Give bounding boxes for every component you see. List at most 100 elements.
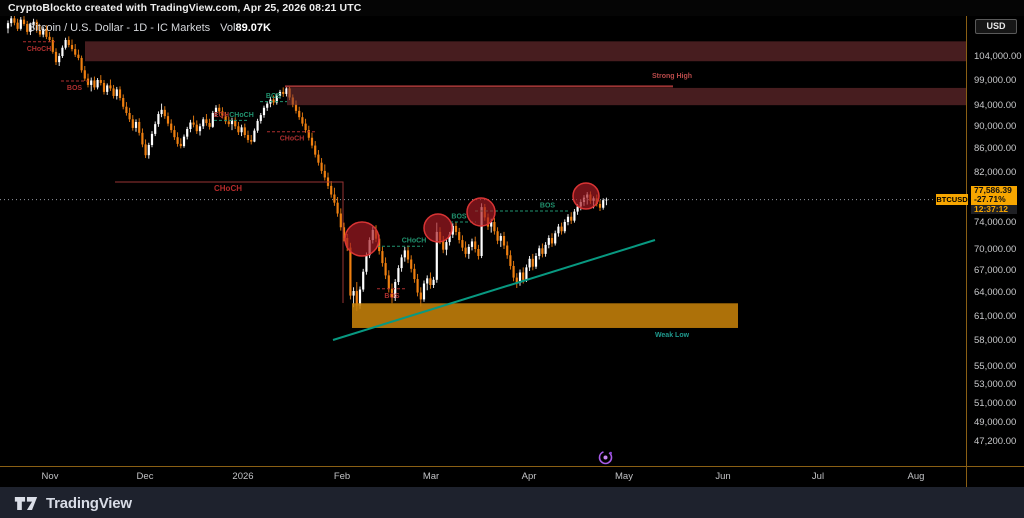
candle xyxy=(266,103,269,108)
candle xyxy=(294,104,298,111)
candle xyxy=(96,79,99,88)
candle xyxy=(554,233,557,244)
candle xyxy=(48,36,51,40)
candle xyxy=(58,56,61,63)
candle xyxy=(509,255,512,266)
candle xyxy=(512,265,515,278)
supply-zone-upper[interactable] xyxy=(85,41,966,62)
time-label-jul: Jul xyxy=(811,471,825,482)
trendline[interactable] xyxy=(332,239,656,341)
bos-2-label: BOS xyxy=(266,93,282,100)
candle xyxy=(525,267,528,280)
candle xyxy=(147,144,150,156)
candle xyxy=(458,231,461,241)
candle xyxy=(490,221,493,227)
candle xyxy=(390,288,394,298)
candle xyxy=(467,246,470,254)
candle xyxy=(570,216,573,221)
candle xyxy=(515,277,518,283)
candle xyxy=(160,109,163,115)
candle xyxy=(333,194,336,203)
eqh-choch-label: EQH xyxy=(214,112,229,119)
candle xyxy=(349,247,352,296)
price-tick: 51,000.00 xyxy=(974,397,1017,409)
candle xyxy=(522,272,525,280)
candle xyxy=(230,120,234,125)
candle xyxy=(77,54,80,58)
time-label-jun: Jun xyxy=(715,471,731,482)
candle xyxy=(358,289,362,306)
candle xyxy=(13,18,16,23)
candle xyxy=(128,112,131,120)
candle xyxy=(250,139,253,142)
candle xyxy=(323,170,326,178)
candle xyxy=(304,123,307,131)
price-tick: 58,000.00 xyxy=(974,335,1017,347)
tradingview-logo-icon xyxy=(14,497,38,510)
candle xyxy=(336,202,339,214)
annotation-circle-1[interactable] xyxy=(344,221,380,257)
choch-major[interactable] xyxy=(115,181,344,303)
bar-countdown: 12:37:12 xyxy=(971,204,1017,215)
candle xyxy=(362,271,365,290)
time-label-feb: Feb xyxy=(333,471,351,482)
candle xyxy=(502,235,506,246)
candle xyxy=(259,115,262,121)
annotation-text: Strong High xyxy=(652,73,692,80)
annotation-circle-2[interactable] xyxy=(423,213,453,243)
candle xyxy=(186,128,189,137)
time-axis[interactable]: Nov Dec 2026 Feb Mar Apr May Jun Jul Aug xyxy=(0,466,1024,488)
candle xyxy=(198,126,202,132)
currency-usd-button[interactable]: USD xyxy=(975,19,1017,34)
candle xyxy=(26,23,29,32)
price-tick: 70,000.00 xyxy=(974,243,1017,255)
candle xyxy=(45,28,48,37)
candle xyxy=(416,279,419,293)
candle xyxy=(179,143,182,147)
candle xyxy=(122,97,125,107)
candle xyxy=(192,122,195,125)
price-tick: 49,000.00 xyxy=(974,417,1017,429)
candle xyxy=(6,23,10,29)
annotation-circle-3[interactable] xyxy=(466,197,496,227)
tradingview-link[interactable]: TradingView xyxy=(13,494,132,513)
candle xyxy=(38,30,42,35)
candle xyxy=(442,240,445,250)
event-marker-icon[interactable] xyxy=(597,449,614,466)
candle xyxy=(218,107,221,112)
candle xyxy=(400,257,403,269)
demand-zone-weak-low[interactable] xyxy=(352,303,738,328)
candle xyxy=(131,119,134,128)
price-axis[interactable]: USD 104,000.00 99,000.00 94,000.00 90,000.0… xyxy=(966,16,1024,466)
current-price-change: -27.71% xyxy=(971,195,1017,205)
candle xyxy=(90,80,93,85)
candle xyxy=(550,238,554,244)
candle xyxy=(211,112,214,127)
bos-3-label: BOS xyxy=(384,293,400,300)
candle xyxy=(307,130,310,138)
candle xyxy=(541,248,544,254)
candle xyxy=(221,111,224,116)
candle xyxy=(138,121,141,133)
supply-zone-lower[interactable] xyxy=(287,87,966,106)
candle xyxy=(387,275,390,289)
candle xyxy=(109,85,112,89)
candle xyxy=(182,136,186,147)
candle xyxy=(125,106,128,113)
candle xyxy=(19,19,22,29)
price-tick: 86,000.00 xyxy=(974,143,1017,155)
annotation-circle-4[interactable] xyxy=(572,182,600,210)
candle xyxy=(243,127,246,135)
candle xyxy=(365,255,368,272)
candle xyxy=(170,123,173,131)
candle xyxy=(426,278,429,284)
time-label-may: May xyxy=(615,471,633,482)
candle xyxy=(275,95,278,103)
candle xyxy=(195,124,198,132)
candle xyxy=(454,225,458,232)
choch-3-label: CHoCH xyxy=(402,238,427,245)
candle xyxy=(208,123,211,127)
candle xyxy=(202,119,205,127)
